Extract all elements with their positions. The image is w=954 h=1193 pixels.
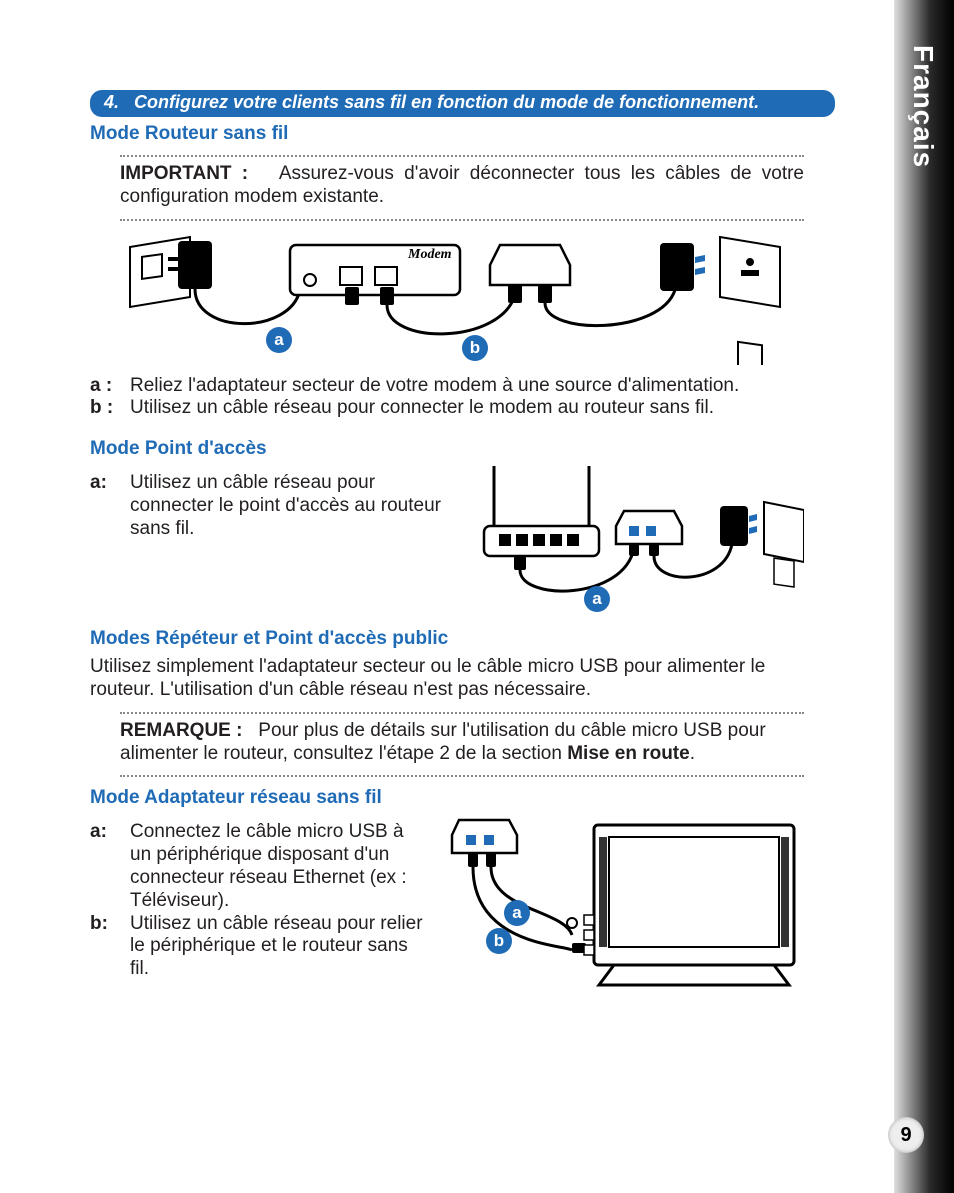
section4-body: a: Connectez le câble micro USB à un pér… xyxy=(90,815,804,995)
ap-diagram-svg xyxy=(474,466,804,616)
step-a-label: a : xyxy=(90,375,130,398)
s4-step-a-text: Connectez le câble micro USB à un périph… xyxy=(130,821,424,912)
section2-body: a: Utilisez un câble réseau pour connect… xyxy=(90,466,804,616)
divider xyxy=(120,775,804,777)
divider xyxy=(120,155,804,157)
section3-text: Utilisez simplement l'adaptateur secteur… xyxy=(90,656,804,702)
s4-step-a-label: a: xyxy=(90,821,130,912)
step-a-text: Reliez l'adaptateur secteur de votre mod… xyxy=(130,375,804,398)
section1-title: Mode Routeur sans fil xyxy=(90,123,804,145)
step-b-label: b : xyxy=(90,397,130,420)
section1-steps: a : Reliez l'adaptateur secteur de votre… xyxy=(90,375,804,421)
section3-title: Modes Répéteur et Point d'accès public xyxy=(90,628,804,650)
divider xyxy=(120,219,804,221)
remark-note: REMARQUE : Pour plus de détails sur l'ut… xyxy=(120,720,804,766)
s4-step-b-label: b: xyxy=(90,913,130,981)
page-content: 4. Configurez votre clients sans fil en … xyxy=(0,0,894,1035)
important-note: IMPORTANT : Assurez-vous d'avoir déconne… xyxy=(120,163,804,209)
language-tab: Français 9 xyxy=(894,0,954,1193)
step-number: 4. xyxy=(104,92,119,112)
remark-label: REMARQUE : xyxy=(120,720,242,741)
step-b-text: Utilisez un câble réseau pour connecter … xyxy=(130,397,804,420)
language-label: Français xyxy=(907,45,939,168)
divider xyxy=(120,712,804,714)
step-title: Configurez votre clients sans fil en fon… xyxy=(134,92,759,112)
bullet-a: a xyxy=(266,327,292,353)
s2-step-a-label: a: xyxy=(90,472,130,540)
s4-step-b-text: Utilisez un câble réseau pour relier le … xyxy=(130,913,424,981)
bullet-b: b xyxy=(462,335,488,361)
step-header: 4. Configurez votre clients sans fil en … xyxy=(90,90,835,117)
important-label: IMPORTANT : xyxy=(120,163,248,184)
s2-step-a-text: Utilisez un câble réseau pour connecter … xyxy=(130,472,454,540)
adapter-diagram-svg xyxy=(444,815,804,995)
section2-title: Mode Point d'accès xyxy=(90,438,804,460)
modem-label: Modem xyxy=(407,247,452,262)
remark-text-b: . xyxy=(690,743,695,764)
section4-title: Mode Adaptateur réseau sans fil xyxy=(90,787,804,809)
s2-bullet-a: a xyxy=(584,586,610,612)
remark-bold: Mise en route xyxy=(567,743,689,764)
page-number: 9 xyxy=(888,1117,924,1153)
diagram-router-mode: Modem a b xyxy=(120,235,804,365)
